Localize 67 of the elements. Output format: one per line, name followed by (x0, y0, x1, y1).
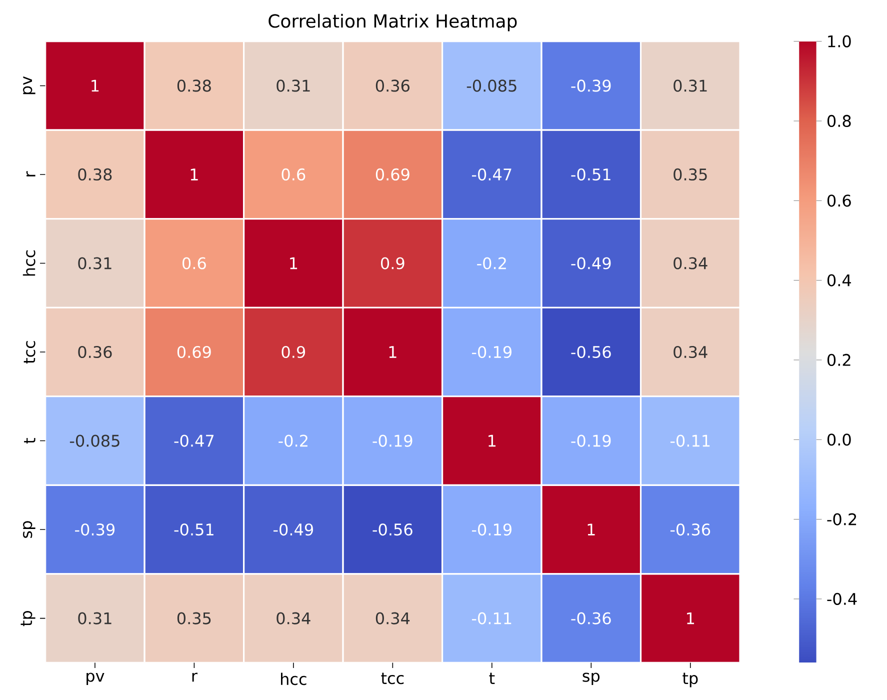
data-label: 0.34 (276, 612, 310, 624)
data-label: 0.69 (376, 168, 410, 181)
data-label: 0.38 (177, 80, 211, 92)
y-tick-label: sp (23, 521, 36, 538)
data-label: -0.19 (571, 434, 611, 447)
color-bar-label: 1.0 (828, 35, 851, 48)
data-label: 0.35 (177, 612, 211, 624)
data-label: 0.35 (674, 168, 707, 181)
data-label: -0.56 (571, 346, 611, 358)
color-bar-label: 0.6 (827, 194, 851, 207)
data-label: 0.34 (674, 346, 708, 358)
y-tick-label: hcc (22, 250, 36, 276)
data-label: -0.11 (670, 434, 710, 447)
x-tick-label: r (192, 672, 198, 682)
data-label: -0.39 (571, 80, 611, 92)
data-label: 0.36 (376, 80, 410, 92)
data-label: -0.11 (472, 612, 512, 624)
data-label: -0.51 (174, 523, 214, 536)
data-label: 1 (190, 168, 198, 180)
data-label: 1 (588, 524, 595, 536)
data-label: 1 (290, 257, 298, 270)
x-tick-label: hcc (281, 672, 306, 686)
chart-title: Correlation Matrix Heatmap (268, 14, 517, 32)
data-label: 0.6 (182, 257, 206, 270)
x-tick-label: sp (582, 672, 600, 686)
data-label: 1 (389, 346, 396, 358)
data-label: -0.56 (372, 523, 412, 536)
x-tick-label: tcc (381, 672, 404, 684)
color-bar-label: -0.4 (827, 592, 857, 605)
color-bar-label: 0.2 (827, 354, 850, 366)
data-label: -0.36 (670, 523, 710, 536)
data-label: 1 (92, 80, 99, 92)
x-tick-label: t (489, 672, 495, 684)
data-label: -0.51 (571, 168, 610, 181)
color-bar-label: 0.4 (827, 274, 851, 286)
y-tick-label: r (26, 171, 36, 176)
data-label: -0.39 (75, 523, 115, 536)
data-label: -0.49 (274, 523, 314, 536)
data-label: 0.34 (376, 612, 410, 624)
color-bar-label: 0.8 (827, 114, 851, 128)
y-tick-label: tp (20, 610, 36, 626)
data-label: 0.9 (282, 346, 306, 358)
color-bar-label: 0.0 (827, 434, 851, 446)
data-label: 0.6 (282, 168, 306, 181)
y-tick-label: t (24, 438, 36, 444)
data-label: 0.38 (78, 168, 112, 181)
data-label: 0.69 (177, 346, 211, 358)
y-tick-label: pv (23, 76, 36, 94)
data-label: 0.31 (674, 80, 707, 92)
data-label: -0.19 (472, 346, 512, 358)
data-label: -0.47 (174, 434, 214, 447)
color-bar-label: -0.2 (827, 513, 856, 526)
data-label: 1 (687, 612, 694, 624)
data-label: -0.47 (472, 168, 512, 181)
data-label: -0.2 (278, 434, 308, 447)
data-label: 0.31 (78, 612, 112, 624)
x-tick-label: pv (86, 672, 104, 686)
data-label: 0.9 (380, 257, 404, 270)
y-tick-label: tcc (24, 341, 36, 364)
data-label: -0.2 (477, 257, 506, 270)
data-label: -0.19 (372, 434, 412, 447)
data-label: 0.36 (78, 346, 112, 358)
data-label: -0.19 (472, 523, 512, 536)
data-label: 1 (488, 434, 496, 447)
data-label: -0.36 (571, 612, 611, 624)
data-label: -0.49 (571, 257, 611, 270)
x-tick-label: tp (682, 672, 698, 688)
